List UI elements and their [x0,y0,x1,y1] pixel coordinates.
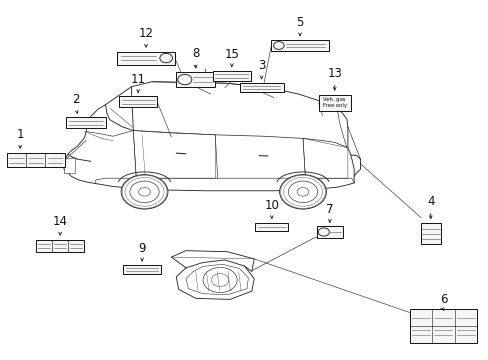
Circle shape [121,175,167,209]
Bar [123,265,161,274]
Bar [64,158,75,173]
Text: 1: 1 [17,127,24,140]
Bar [239,83,283,92]
Text: 9: 9 [138,242,145,255]
Text: 12: 12 [138,27,153,40]
Bar [255,223,288,230]
Bar [420,224,440,244]
Bar [7,153,64,167]
Text: 6: 6 [439,293,447,306]
Bar [117,51,174,64]
Bar [119,96,157,107]
Text: 8: 8 [192,46,199,59]
Text: 2: 2 [72,94,80,107]
Text: 4: 4 [426,195,434,208]
Bar [317,226,342,238]
Bar [176,72,215,87]
Bar [271,40,328,51]
Bar [66,117,106,129]
Text: 14: 14 [53,215,67,228]
Text: 7: 7 [325,203,333,216]
Circle shape [279,175,326,209]
Bar [318,95,350,111]
Text: 15: 15 [224,48,239,61]
Bar [36,239,84,252]
Text: 13: 13 [326,67,342,80]
Text: 3: 3 [257,59,264,72]
Text: 10: 10 [264,199,279,212]
Bar [212,71,250,81]
Text: Veh. gas
Free only: Veh. gas Free only [322,98,346,108]
Bar [409,309,476,343]
Text: 5: 5 [296,17,303,30]
Text: 11: 11 [130,73,145,86]
